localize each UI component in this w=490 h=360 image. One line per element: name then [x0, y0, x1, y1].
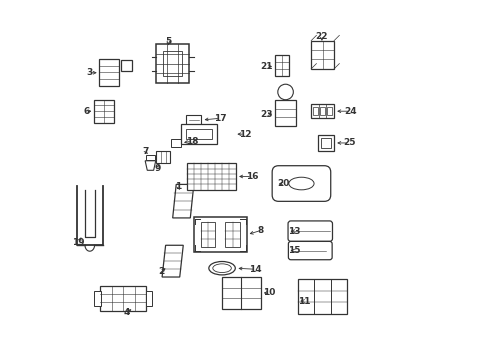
Bar — [186, 129, 212, 139]
Polygon shape — [162, 245, 183, 277]
Bar — [156, 44, 190, 83]
Text: 25: 25 — [343, 139, 355, 148]
Text: 2: 2 — [158, 267, 165, 276]
Circle shape — [278, 84, 294, 100]
Bar — [99, 59, 119, 86]
Text: 14: 14 — [249, 265, 262, 274]
Text: 8: 8 — [258, 226, 264, 235]
Text: 3: 3 — [87, 68, 93, 77]
Bar — [318, 135, 334, 151]
Bar — [275, 55, 289, 76]
Text: 16: 16 — [246, 172, 258, 181]
Bar — [146, 291, 152, 306]
Bar — [172, 139, 181, 147]
Bar — [122, 60, 132, 71]
Bar — [95, 291, 101, 306]
Bar — [156, 151, 170, 163]
Bar — [186, 115, 201, 125]
Bar — [311, 104, 334, 118]
Bar — [146, 155, 155, 160]
FancyBboxPatch shape — [289, 242, 332, 260]
Text: 7: 7 — [142, 147, 148, 156]
Ellipse shape — [289, 177, 314, 190]
Text: 20: 20 — [278, 179, 290, 188]
Bar — [100, 286, 146, 311]
Text: 24: 24 — [344, 107, 357, 116]
Bar — [187, 163, 236, 190]
Text: 4: 4 — [123, 308, 130, 317]
Bar — [311, 41, 334, 69]
Text: 1: 1 — [175, 182, 181, 191]
Text: 23: 23 — [261, 109, 273, 118]
Bar — [222, 277, 261, 309]
Bar — [225, 222, 240, 247]
Bar — [320, 107, 325, 115]
Ellipse shape — [213, 264, 231, 273]
Polygon shape — [172, 184, 194, 218]
Bar — [321, 138, 331, 148]
Text: 9: 9 — [154, 164, 161, 173]
Bar — [313, 107, 318, 115]
Text: 13: 13 — [288, 227, 301, 236]
Text: 11: 11 — [298, 297, 311, 306]
FancyBboxPatch shape — [272, 166, 331, 201]
Text: 12: 12 — [239, 130, 251, 139]
Text: 18: 18 — [186, 137, 198, 146]
Text: 5: 5 — [165, 37, 172, 46]
Bar — [194, 217, 247, 252]
Text: 10: 10 — [263, 288, 275, 297]
Text: 22: 22 — [316, 32, 328, 41]
Bar — [181, 125, 217, 144]
Bar — [298, 279, 347, 314]
Text: 6: 6 — [83, 107, 89, 116]
Text: 17: 17 — [214, 114, 226, 123]
Text: 15: 15 — [288, 246, 301, 255]
FancyBboxPatch shape — [288, 221, 333, 242]
Polygon shape — [145, 161, 156, 170]
Text: 21: 21 — [261, 62, 273, 71]
Bar — [200, 222, 216, 247]
Bar — [275, 100, 296, 126]
Bar — [94, 100, 114, 123]
Bar — [164, 51, 182, 76]
Ellipse shape — [209, 261, 235, 275]
Text: 19: 19 — [72, 238, 85, 247]
Bar — [327, 107, 332, 115]
